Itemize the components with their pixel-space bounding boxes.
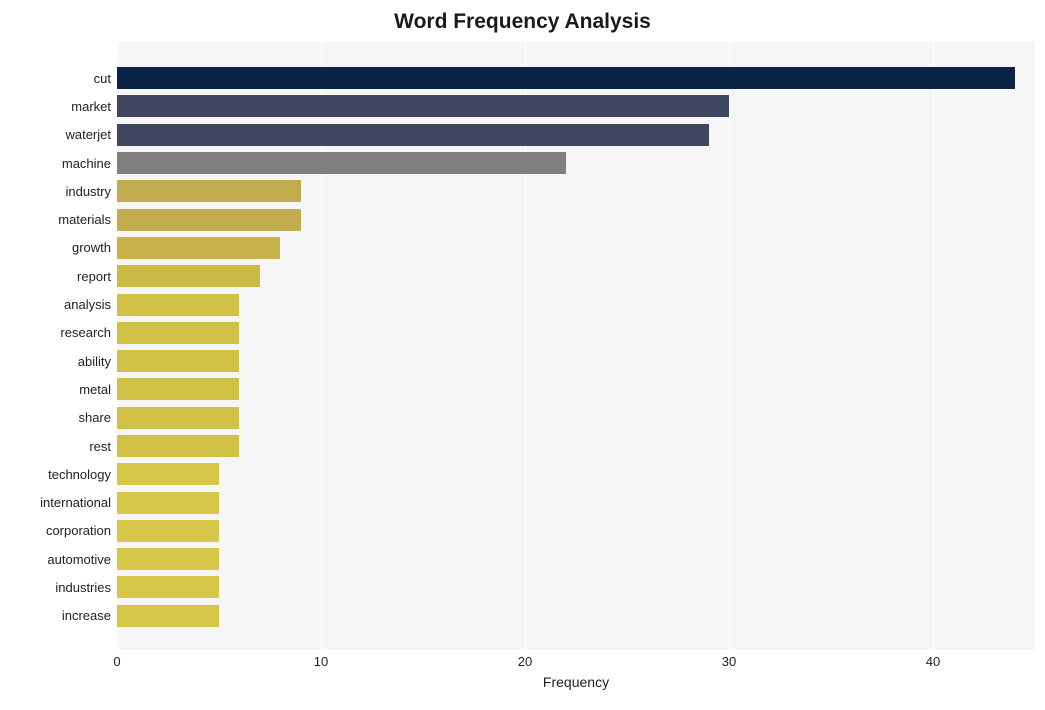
bar [117, 322, 239, 344]
bar [117, 520, 219, 542]
bar [117, 209, 301, 231]
y-tick-label: analysis [10, 290, 117, 318]
bar [117, 124, 709, 146]
chart-title: Word Frequency Analysis [10, 10, 1035, 34]
y-tick-label: industries [10, 573, 117, 601]
plot-area [117, 42, 1035, 650]
bar [117, 237, 280, 259]
bar [117, 378, 239, 400]
bar [117, 605, 219, 627]
word-frequency-chart: Word Frequency Analysis cutmarketwaterje… [10, 10, 1035, 700]
y-tick-label: rest [10, 432, 117, 460]
x-tick-label: 20 [518, 654, 532, 669]
bar-row [117, 488, 1035, 516]
bar [117, 407, 239, 429]
bar-row [117, 545, 1035, 573]
bar-row [117, 177, 1035, 205]
bar-row [117, 404, 1035, 432]
bar-row [117, 460, 1035, 488]
bar-row [117, 573, 1035, 601]
bar-row [117, 121, 1035, 149]
bars-layer [117, 64, 1035, 630]
y-tick-label: industry [10, 177, 117, 205]
y-axis: cutmarketwaterjetmachineindustrymaterial… [10, 42, 117, 650]
y-tick-label: increase [10, 602, 117, 630]
x-axis-label: Frequency [117, 674, 1035, 690]
y-tick-label: cut [10, 64, 117, 92]
bar [117, 576, 219, 598]
x-tick-label: 0 [113, 654, 120, 669]
y-tick-label: corporation [10, 517, 117, 545]
bar [117, 67, 1015, 89]
y-tick-label: materials [10, 205, 117, 233]
bar [117, 294, 239, 316]
bar [117, 492, 219, 514]
x-tick-label: 10 [314, 654, 328, 669]
y-tick-label: metal [10, 375, 117, 403]
bar-row [117, 517, 1035, 545]
bar-row [117, 602, 1035, 630]
bar-row [117, 375, 1035, 403]
bar-row [117, 262, 1035, 290]
x-axis: 010203040 Frequency [117, 650, 1035, 700]
bar-row [117, 234, 1035, 262]
bar-row [117, 347, 1035, 375]
x-ticks: 010203040 [117, 650, 1035, 670]
y-tick-label: research [10, 319, 117, 347]
y-tick-label: market [10, 92, 117, 120]
bar [117, 152, 566, 174]
bar [117, 435, 239, 457]
x-tick-label: 40 [926, 654, 940, 669]
bar-row [117, 149, 1035, 177]
bar [117, 265, 260, 287]
bar [117, 350, 239, 372]
bar-row [117, 432, 1035, 460]
bar-row [117, 205, 1035, 233]
bar [117, 180, 301, 202]
y-tick-label: ability [10, 347, 117, 375]
bar [117, 548, 219, 570]
bar-row [117, 92, 1035, 120]
x-tick-label: 30 [722, 654, 736, 669]
bar-row [117, 319, 1035, 347]
y-tick-label: report [10, 262, 117, 290]
y-tick-label: technology [10, 460, 117, 488]
y-tick-label: machine [10, 149, 117, 177]
bar [117, 95, 729, 117]
y-tick-label: international [10, 488, 117, 516]
bar [117, 463, 219, 485]
y-tick-label: waterjet [10, 121, 117, 149]
bar-row [117, 290, 1035, 318]
bar-row [117, 64, 1035, 92]
y-tick-label: share [10, 404, 117, 432]
y-tick-label: automotive [10, 545, 117, 573]
y-tick-label: growth [10, 234, 117, 262]
plot-wrap: cutmarketwaterjetmachineindustrymaterial… [10, 42, 1035, 650]
